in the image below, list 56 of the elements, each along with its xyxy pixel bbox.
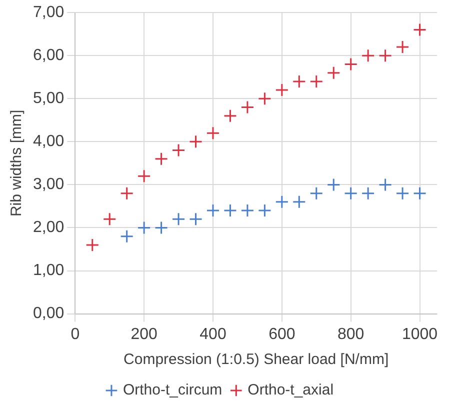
point	[154, 152, 168, 166]
point	[361, 186, 375, 200]
point	[120, 186, 134, 200]
point	[206, 126, 220, 140]
point	[361, 48, 375, 62]
point	[137, 220, 151, 234]
point	[258, 204, 272, 218]
point	[326, 66, 340, 80]
x-axis-title: Compression (1:0.5) Shear load [N/mm]	[124, 351, 389, 368]
x-tick-label: 400	[200, 326, 226, 343]
y-tick-label: 6,00	[33, 47, 64, 64]
point	[344, 57, 358, 71]
point	[120, 230, 134, 244]
legend-label: Ortho-t_circum	[122, 382, 222, 399]
point	[223, 204, 237, 218]
y-tick-label: 2,00	[33, 219, 64, 236]
y-tick-label: 1,00	[33, 262, 64, 280]
point	[154, 220, 168, 234]
point	[378, 48, 392, 62]
point	[102, 212, 116, 226]
point	[292, 195, 306, 209]
point	[189, 212, 203, 226]
point	[310, 186, 324, 200]
point	[137, 169, 151, 183]
point	[206, 204, 220, 218]
point	[396, 186, 410, 200]
point	[223, 109, 237, 123]
y-tick-label: 0,00	[33, 305, 64, 322]
y-tick-label: 5,00	[33, 90, 64, 108]
y-tick-label: 3,00	[33, 176, 64, 194]
point	[240, 100, 254, 114]
x-tick-label: 1000	[402, 326, 438, 343]
x-tick-label: 200	[130, 326, 158, 343]
y-tick-label: 7,00	[33, 4, 64, 22]
point	[378, 178, 392, 192]
point	[275, 83, 289, 97]
y-tick-label: 4,00	[33, 133, 64, 150]
point	[240, 204, 254, 218]
point	[396, 40, 410, 54]
point	[292, 74, 306, 88]
point	[172, 144, 186, 158]
x-tick-label: 600	[268, 326, 296, 343]
point	[189, 134, 203, 148]
point	[258, 92, 272, 106]
x-tick-label: 800	[337, 326, 364, 343]
point	[413, 23, 427, 37]
point	[275, 195, 289, 209]
point	[310, 74, 324, 88]
x-tick-label: 0	[70, 326, 80, 343]
y-axis-title: Rib widths [mm]	[8, 110, 26, 217]
point	[413, 186, 427, 200]
legend-label: Ortho-t_axial	[248, 382, 334, 399]
point	[172, 212, 186, 226]
point	[86, 238, 100, 252]
point	[344, 186, 358, 200]
point	[326, 178, 340, 192]
